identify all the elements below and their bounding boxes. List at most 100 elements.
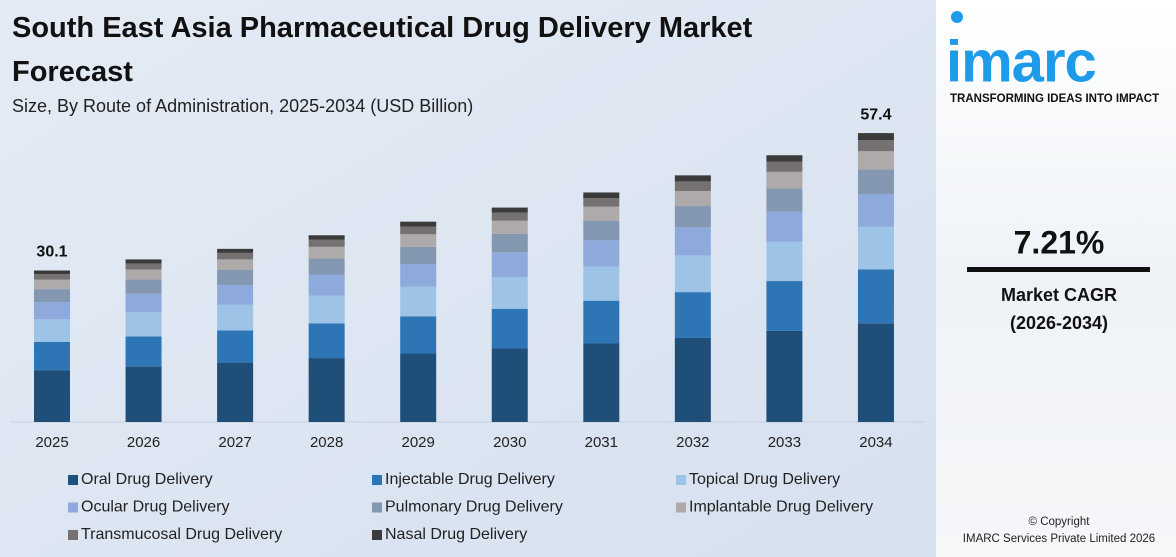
bar-segment [766,171,803,189]
legend-label: Transmucosal Drug Delivery [81,526,282,543]
legend-label: Topical Drug Delivery [689,471,840,488]
bar-segment [674,337,711,422]
bar-segment [217,269,254,286]
bar-segment [857,269,894,324]
bar-segment [400,353,437,422]
bar-segment [308,246,345,259]
bar-segment [217,252,254,260]
bar-segment [217,285,254,305]
bar-segment [308,323,345,359]
bar-segment [491,277,528,309]
bar-segment [766,281,803,331]
bar-segment [400,246,437,264]
legend-swatch [372,530,382,540]
bar-segment [857,226,894,270]
legend-swatch [68,530,78,540]
bar-segment [766,161,803,172]
bar-segment [857,140,894,152]
sidebar-background [936,0,1176,557]
x-tick-label: 2031 [585,434,618,451]
bar-segment [34,302,70,320]
cagr-label: Market CAGR [1001,285,1117,305]
logo: imarc [946,29,1096,94]
x-tick-label: 2025 [35,434,68,451]
bar-segment [308,258,345,275]
bar-segment [217,330,254,363]
bar-segment [491,308,528,349]
x-tick-label: 2034 [859,434,892,451]
legend-swatch [372,475,382,485]
bar-segment [766,188,803,212]
bar-segment [217,362,254,422]
bar-segment [125,259,162,264]
bar-segment [400,226,437,235]
bar-segment [34,279,70,290]
bar-segment [125,269,162,280]
bar-segment [34,289,70,303]
bar-segment [766,330,803,422]
bar-segment [125,263,162,270]
bar-segment [34,270,70,275]
bar-segment [34,274,70,280]
bar-segment [583,206,620,221]
bar-segment [674,292,711,338]
bar-segment [674,227,711,256]
bar-segment [583,240,620,267]
bar-segment [400,263,437,287]
legend-swatch [372,502,382,513]
bar-segment [583,343,620,422]
total-label: 57.4 [860,106,891,123]
bar-segment [674,175,711,182]
bar-segment [125,279,162,294]
legend-swatch [676,502,686,513]
chart-title: South East Asia Pharmaceutical Drug Deli… [12,12,753,88]
legend-swatch [68,502,78,513]
bar-segment [583,300,620,344]
company: IMARC Services Private Limited 2026 [963,533,1155,545]
bar-segment [857,133,894,141]
bar-segment [125,293,162,313]
bar-segment [674,255,711,293]
legend-label: Implantable Drug Delivery [689,499,873,516]
bar-segment [583,192,620,199]
bar-segment [491,220,528,234]
cagr-period: (2026-2034) [1010,313,1108,333]
bar-segment [583,220,620,241]
legend-label: Pulmonary Drug Delivery [385,499,563,516]
x-tick-label: 2030 [493,434,526,451]
bar-segment [766,155,803,162]
bar-segment [217,248,254,253]
legend-label: Oral Drug Delivery [81,471,213,488]
legend-swatch [676,475,686,485]
bar-segment [34,319,70,342]
bar-segment [491,212,528,221]
chart-subtitle: Size, By Route of Administration, 2025-2… [12,96,474,116]
cagr-rule [967,267,1150,272]
bar-segment [491,348,528,422]
legend-label: Injectable Drug Delivery [385,471,555,488]
bar-segment [217,259,254,270]
bar-segment [766,241,803,282]
x-tick-label: 2029 [402,434,435,451]
total-label: 30.1 [36,244,67,261]
bar-segment [674,190,711,207]
bar-segment [308,274,345,296]
bar-segment [34,341,70,371]
bar-segment [125,336,162,367]
bar-segment [857,169,894,194]
x-tick-label: 2032 [676,434,709,451]
bar-segment [583,266,620,301]
bar-segment [491,207,528,213]
bar-segment [400,316,437,354]
bar-segment [308,239,345,247]
bar-segment [125,312,162,337]
tagline: TRANSFORMING IDEAS INTO IMPACT [950,93,1159,105]
bar-segment [400,221,437,227]
bar-segment [766,211,803,242]
bar-segment [308,358,345,422]
bar-segment [125,366,162,422]
x-tick-label: 2026 [127,434,160,451]
cagr-value: 7.21% [1014,224,1105,260]
